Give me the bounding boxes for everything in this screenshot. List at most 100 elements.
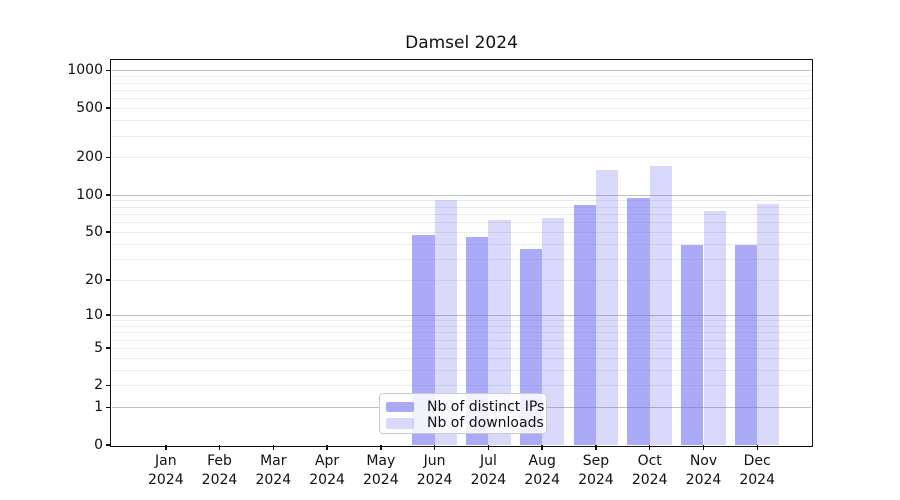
- x-tick-month: Nov: [689, 453, 718, 469]
- bar-downloads-jul: [488, 219, 511, 445]
- gridline-minor: [112, 200, 811, 202]
- y-axis-tick: [105, 194, 111, 196]
- legend-swatch-distinct-ips: [386, 401, 414, 412]
- bar-downloads-sep: [595, 169, 619, 445]
- x-tick-year: 2024: [578, 472, 614, 488]
- gridline-major: [112, 70, 811, 72]
- x-tick-month: Jan: [155, 453, 177, 469]
- gridline-major: [112, 194, 811, 196]
- gridline-minor: [112, 231, 811, 233]
- y-axis-tick: [105, 279, 111, 281]
- x-tick-month: Apr: [314, 453, 340, 469]
- legend-item-downloads: Nb of downloads: [386, 415, 544, 432]
- bar-distinct-ips-dec: [734, 245, 758, 445]
- x-tick-month: Oct: [637, 453, 662, 469]
- x-tick-label: Feb 2024: [190, 452, 250, 490]
- x-tick-label: Sep 2024: [566, 452, 626, 490]
- gridline-minor: [112, 339, 811, 341]
- y-tick-label: 200: [76, 149, 103, 166]
- plot-area: 0 1 2 5 10 20 50 100 200 500 1000 Jan 2024 Feb 2024 Mar…: [67, 61, 811, 488]
- y-tick-label: 500: [76, 99, 103, 116]
- gridline-minor: [112, 135, 811, 137]
- x-tick-label: Nov 2024: [674, 452, 734, 490]
- y-axis-tick: [105, 107, 111, 109]
- x-tick-label: May 2024: [351, 452, 411, 490]
- gridline-minor: [112, 157, 811, 159]
- gridline-minor: [112, 347, 811, 349]
- x-tick-label: Apr 2024: [297, 452, 357, 490]
- x-tick-year: 2024: [201, 472, 238, 488]
- x-tick-month: Jun: [423, 453, 446, 469]
- x-tick-year: 2024: [524, 472, 560, 488]
- legend-swatch-downloads: [386, 418, 414, 429]
- x-tick-month: Aug: [528, 453, 556, 469]
- x-tick-label: Jan 2024: [136, 452, 196, 490]
- y-tick-label: 1: [94, 399, 103, 416]
- x-tick-year: 2024: [309, 472, 345, 488]
- bar-distinct-ips-nov: [681, 245, 704, 445]
- gridline-minor: [112, 206, 811, 208]
- gridline-minor: [112, 320, 811, 322]
- y-axis-tick: [105, 314, 111, 316]
- y-axis-tick: [105, 347, 111, 349]
- gridline-minor: [112, 325, 811, 327]
- x-tick-year: 2024: [362, 472, 399, 488]
- y-axis-tick: [105, 406, 111, 409]
- x-tick-year: 2024: [739, 472, 775, 488]
- x-tick-label: Jun 2024: [405, 452, 465, 490]
- x-axis-tick: [218, 445, 221, 450]
- x-axis-tick: [702, 445, 705, 450]
- gridline-minor: [112, 82, 811, 84]
- y-axis-tick: [105, 231, 111, 233]
- x-axis-tick: [541, 445, 543, 450]
- y-tick-label: 20: [85, 271, 103, 288]
- x-tick-label: Aug 2024: [512, 452, 572, 490]
- bar-distinct-ips-sep: [573, 205, 596, 445]
- y-tick-label: 0: [94, 437, 103, 453]
- x-axis-tick: [165, 445, 167, 450]
- x-tick-year: 2024: [470, 472, 507, 488]
- y-axis-tick: [105, 384, 111, 387]
- y-axis-tick: [105, 69, 111, 72]
- x-tick-year: 2024: [416, 472, 453, 488]
- gridline-minor: [112, 243, 811, 245]
- x-tick-year: 2024: [631, 472, 668, 488]
- gridline-minor: [112, 98, 811, 99]
- gridline-minor: [112, 76, 811, 78]
- x-tick-year: 2024: [255, 472, 292, 488]
- y-tick-label: 100: [76, 186, 103, 203]
- bar-downloads-nov: [703, 210, 726, 445]
- legend-item-distinct-ips: Nb of distinct IPs: [386, 399, 544, 416]
- bar-downloads-aug: [542, 217, 565, 445]
- gridline-minor: [112, 357, 811, 359]
- legend-label-downloads: Nb of downloads: [427, 415, 544, 432]
- x-axis-tick: [380, 445, 382, 450]
- x-tick-month: May: [366, 453, 396, 469]
- bar-distinct-ips-oct: [627, 198, 650, 445]
- gridline-minor: [112, 332, 811, 334]
- x-tick-month: Sep: [582, 453, 610, 469]
- gridline-minor: [112, 222, 811, 224]
- x-axis-tick: [487, 445, 490, 450]
- gridline-minor: [112, 107, 811, 109]
- x-tick-month: Jul: [479, 453, 497, 469]
- gridline-minor: [112, 279, 811, 281]
- x-tick-month: Feb: [207, 453, 232, 469]
- legend-label-distinct-ips: Nb of distinct IPs: [427, 398, 545, 415]
- y-tick-label: 10: [85, 307, 103, 323]
- gridline-minor: [112, 385, 811, 387]
- y-tick-label: 1000: [67, 62, 103, 79]
- x-tick-label: Jul 2024: [458, 452, 518, 490]
- x-axis-tick: [272, 445, 275, 450]
- y-axis-tick: [105, 156, 111, 159]
- gridline-minor: [112, 120, 811, 121]
- y-tick-label: 5: [94, 339, 103, 356]
- x-tick-month: Dec: [743, 453, 771, 469]
- x-axis-tick: [595, 445, 597, 450]
- bar-downloads-jun: [434, 200, 457, 445]
- x-tick-label: Mar 2024: [243, 452, 303, 490]
- bar-downloads-dec: [757, 204, 780, 445]
- x-tick-year: 2024: [685, 472, 722, 488]
- x-tick-month: Mar: [260, 453, 287, 469]
